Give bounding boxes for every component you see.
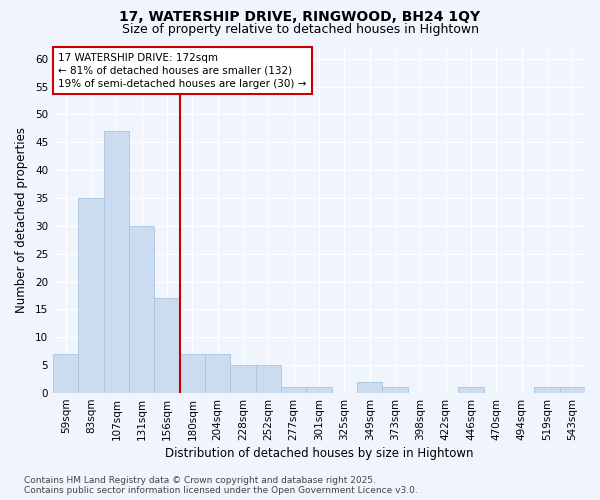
Bar: [382, 388, 407, 393]
Bar: [230, 365, 256, 393]
Bar: [307, 388, 332, 393]
Bar: [129, 226, 154, 393]
Text: 17, WATERSHIP DRIVE, RINGWOOD, BH24 1QY: 17, WATERSHIP DRIVE, RINGWOOD, BH24 1QY: [119, 10, 481, 24]
Bar: [180, 354, 205, 393]
Text: Contains HM Land Registry data © Crown copyright and database right 2025.
Contai: Contains HM Land Registry data © Crown c…: [24, 476, 418, 495]
Text: 17 WATERSHIP DRIVE: 172sqm
← 81% of detached houses are smaller (132)
19% of sem: 17 WATERSHIP DRIVE: 172sqm ← 81% of deta…: [58, 52, 307, 89]
Bar: [560, 388, 585, 393]
Bar: [535, 388, 560, 393]
Bar: [281, 388, 307, 393]
Bar: [458, 388, 484, 393]
Bar: [104, 131, 129, 393]
X-axis label: Distribution of detached houses by size in Hightown: Distribution of detached houses by size …: [165, 447, 473, 460]
Bar: [205, 354, 230, 393]
Bar: [79, 198, 104, 393]
Bar: [357, 382, 382, 393]
Y-axis label: Number of detached properties: Number of detached properties: [15, 128, 28, 314]
Text: Size of property relative to detached houses in Hightown: Size of property relative to detached ho…: [121, 22, 479, 36]
Bar: [53, 354, 79, 393]
Bar: [154, 298, 180, 393]
Bar: [256, 365, 281, 393]
